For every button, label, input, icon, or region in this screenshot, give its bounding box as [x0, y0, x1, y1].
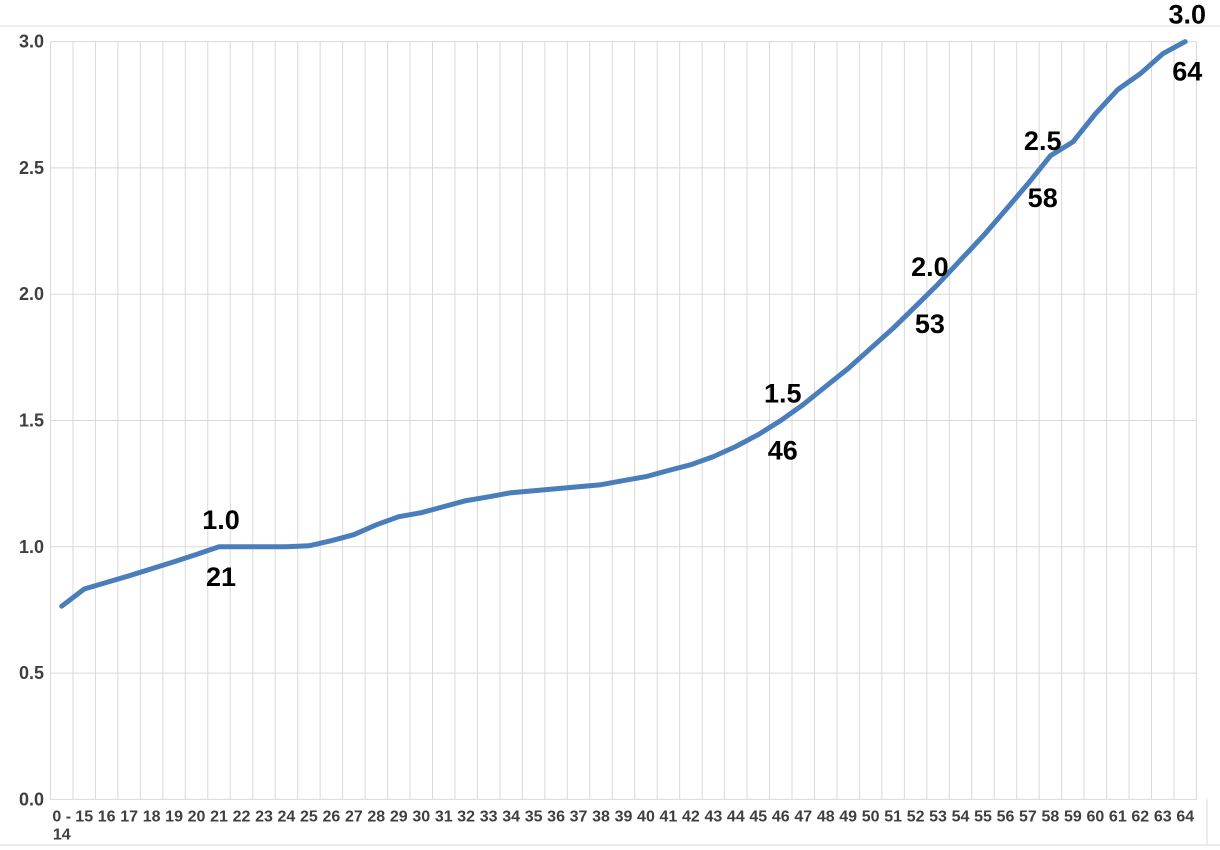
annotation-age-label: 21 [206, 562, 236, 592]
x-axis-tick-label: 53 [929, 809, 947, 826]
x-axis-tick-label: 44 [727, 809, 745, 826]
x-axis-tick-label: 39 [615, 809, 633, 826]
annotation-value-label: 3.0 [1168, 0, 1206, 30]
x-axis-tick-label: 31 [435, 809, 453, 826]
annotation-value-label: 1.0 [202, 505, 240, 535]
x-axis-tick-label: 33 [480, 809, 498, 826]
x-axis-tick-label: 41 [660, 809, 678, 826]
x-axis-tick-label: 15 [75, 809, 93, 826]
x-axis-tick-label: 58 [1042, 809, 1060, 826]
x-axis-tick-label: 52 [907, 809, 925, 826]
y-axis-tick-label: 1.5 [19, 411, 44, 431]
series-line [59, 39, 1188, 609]
x-axis-tick-label: 23 [255, 809, 273, 826]
x-axis-tick-label: 26 [322, 809, 340, 826]
x-axis-tick-label: 42 [682, 809, 700, 826]
x-axis-tick-label: 49 [839, 809, 857, 826]
x-axis-tick-label: 48 [817, 809, 835, 826]
y-axis-tick-label: 2.0 [19, 284, 44, 304]
x-axis-tick-label: 32 [457, 809, 475, 826]
annotation-value-label: 2.0 [911, 252, 949, 282]
x-axis-tick-label: 51 [884, 809, 902, 826]
annotation-age-label: 46 [768, 436, 798, 466]
annotation-age-label: 58 [1028, 183, 1058, 213]
x-axis-tick-label: 24 [278, 809, 296, 826]
x-axis-tick-label: 45 [749, 809, 767, 826]
y-axis-tick-label: 2.5 [19, 158, 44, 178]
x-axis-tick-label: 40 [637, 809, 655, 826]
annotation-age-label: 53 [915, 309, 945, 339]
x-axis-tick-label: 36 [547, 809, 565, 826]
y-axis-tick-label: 1.0 [19, 537, 44, 557]
y-axis-tick-label: 3.0 [19, 32, 44, 52]
x-axis-tick-label: 27 [345, 809, 363, 826]
x-axis-tick-label: 18 [143, 809, 161, 826]
x-axis-tick-label: 25 [300, 809, 318, 826]
x-axis-tick-label: 19 [165, 809, 183, 826]
x-axis-tick-label: 22 [233, 809, 251, 826]
x-axis-tick-label: 46 [772, 809, 790, 826]
x-axis-tick-label: 14 [53, 827, 71, 844]
x-axis-tick-label: 17 [120, 809, 138, 826]
x-axis-tick-label: 57 [1019, 809, 1037, 826]
x-axis-tick-label: 43 [704, 809, 722, 826]
x-axis-tick-label: 20 [188, 809, 206, 826]
x-axis-tick-label: 35 [525, 809, 543, 826]
x-axis-tick-label: 21 [210, 809, 228, 826]
y-axis-tick-label: 0.0 [19, 789, 44, 809]
x-axis-tick-label: 16 [98, 809, 116, 826]
x-axis-tick-label: 37 [570, 809, 588, 826]
x-axis-tick-label: 0 - [52, 809, 71, 826]
x-axis-tick-label: 50 [862, 809, 880, 826]
x-axis-tick-label: 29 [390, 809, 408, 826]
x-axis-tick-label: 55 [974, 809, 992, 826]
x-axis-tick-label: 63 [1154, 809, 1172, 826]
x-axis-tick-label: 56 [997, 809, 1015, 826]
annotation-age-label: 64 [1172, 57, 1202, 87]
x-axis-tick-label: 60 [1086, 809, 1104, 826]
annotation-value-label: 2.5 [1024, 126, 1062, 156]
x-axis-tick-label: 28 [367, 809, 385, 826]
x-axis-tick-label: 30 [412, 809, 430, 826]
x-axis-tick-label: 47 [794, 809, 812, 826]
x-axis-tick-label: 34 [502, 809, 520, 826]
y-axis-tick-label: 0.5 [19, 663, 44, 683]
annotation-value-label: 1.5 [764, 379, 802, 409]
x-axis-tick-label: 61 [1109, 809, 1127, 826]
x-axis-tick-label: 54 [952, 809, 970, 826]
x-axis-tick-label: 59 [1064, 809, 1082, 826]
x-axis-tick-label: 62 [1131, 809, 1149, 826]
x-axis-tick-label: 38 [592, 809, 610, 826]
x-axis-tick-label: 64 [1176, 809, 1194, 826]
